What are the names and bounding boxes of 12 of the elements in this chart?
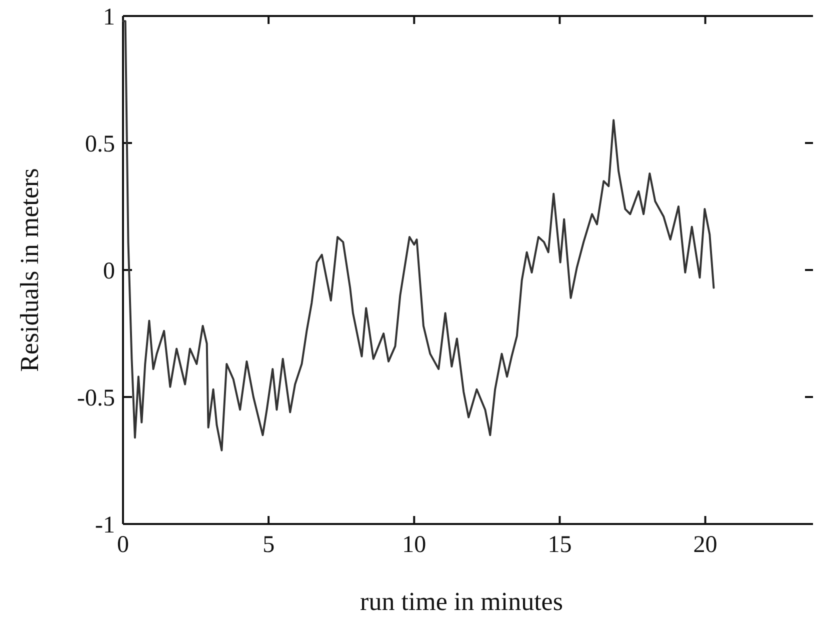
y-tick-label: -1 <box>95 512 115 538</box>
line-series <box>122 20 715 452</box>
x-axis-title: run time in minutes <box>360 587 563 616</box>
x-tick-label: 15 <box>548 532 572 558</box>
x-tick-label: 10 <box>402 532 426 558</box>
y-tick-label: 1 <box>103 4 115 30</box>
y-tick-label: -0.5 <box>77 385 115 412</box>
y-tick-label: 0.5 <box>85 131 115 158</box>
x-tick-label: 5 <box>262 532 275 558</box>
x-tick-label: 20 <box>693 532 718 558</box>
y-tick-label: 0 <box>103 258 115 284</box>
y-axis-title: Residuals in meters <box>15 168 44 372</box>
